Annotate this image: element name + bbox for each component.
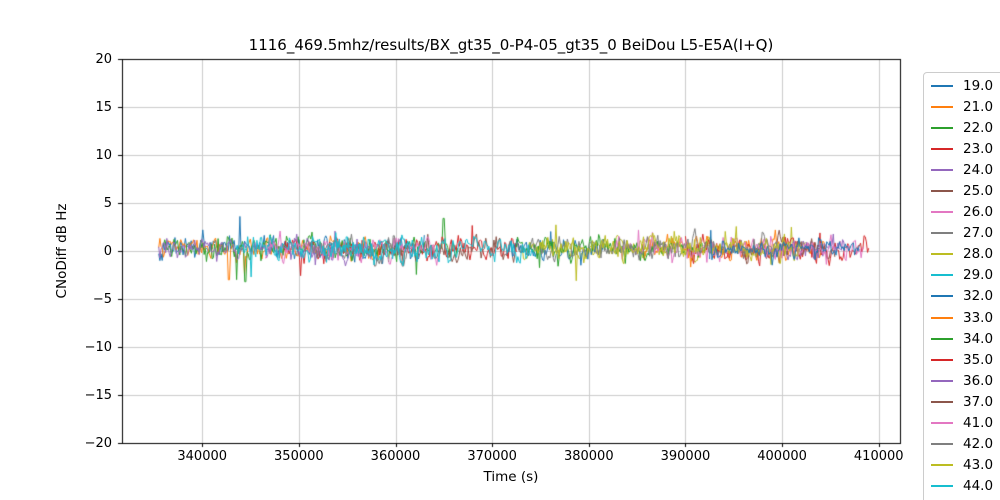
legend-entry: 36.0 xyxy=(924,370,1000,391)
legend-label: 33.0 xyxy=(963,309,994,326)
y-tick-label: −20 xyxy=(84,435,112,451)
legend-entry: 35.0 xyxy=(924,349,1000,370)
legend-entry: 42.0 xyxy=(924,434,1000,455)
x-tick-label: 360000 xyxy=(370,449,421,464)
legend-label: 27.0 xyxy=(963,225,994,242)
legend-line-swatch xyxy=(931,168,953,171)
legend: 19.0 21.0 22.0 23.0 24.0 25.0 26.0 27.0 28.0 29.0… xyxy=(923,72,1000,500)
legend-entry: 41.0 xyxy=(924,413,1000,434)
legend-line-swatch xyxy=(931,316,953,319)
legend-entry: 27.0 xyxy=(924,223,1000,244)
y-tick-label: −15 xyxy=(84,387,112,403)
legend-label: 43.0 xyxy=(963,457,994,474)
x-tick-label: 380000 xyxy=(563,449,614,464)
legend-label: 23.0 xyxy=(963,140,994,157)
y-tick-label: 0 xyxy=(103,243,112,259)
x-tick-label: 400000 xyxy=(757,449,807,464)
legend-entry: 34.0 xyxy=(924,328,1000,349)
legend-entry: 19.0 xyxy=(924,75,1000,96)
legend-line-swatch xyxy=(931,485,953,488)
legend-entry: 26.0 xyxy=(924,202,1000,223)
legend-entry: 37.0 xyxy=(924,391,1000,412)
legend-entry: 24.0 xyxy=(924,159,1000,180)
legend-entry: 43.0 xyxy=(924,455,1000,476)
legend-line-swatch xyxy=(931,422,953,425)
legend-line-swatch xyxy=(931,379,953,382)
legend-entry: 44.0 xyxy=(924,476,1000,497)
legend-label: 28.0 xyxy=(963,246,994,263)
legend-entry: 21.0 xyxy=(924,96,1000,117)
y-tick-label: −10 xyxy=(84,339,112,355)
x-tick-label: 340000 xyxy=(177,449,228,464)
legend-label: 42.0 xyxy=(963,436,994,453)
y-tick-label: 5 xyxy=(103,195,112,211)
legend-label: 32.0 xyxy=(963,288,994,305)
legend-line-swatch xyxy=(931,400,953,403)
legend-label: 21.0 xyxy=(963,98,994,115)
legend-label: 22.0 xyxy=(963,119,994,136)
x-axis-label: Time (s) xyxy=(483,469,539,485)
legend-label: 29.0 xyxy=(963,267,994,284)
legend-line-swatch xyxy=(931,147,953,150)
legend-line-swatch xyxy=(931,253,953,256)
y-tick-label: 10 xyxy=(95,147,112,163)
legend-label: 26.0 xyxy=(963,204,994,221)
legend-label: 34.0 xyxy=(963,330,994,347)
legend-line-swatch xyxy=(931,84,953,87)
legend-line-swatch xyxy=(931,126,953,129)
legend-label: 35.0 xyxy=(963,351,994,368)
legend-label: 44.0 xyxy=(963,478,994,495)
legend-line-swatch xyxy=(931,105,953,108)
x-tick-label: 350000 xyxy=(274,449,324,464)
legend-line-swatch xyxy=(931,274,953,277)
x-tick-label: 370000 xyxy=(467,449,517,464)
x-tick-label: 410000 xyxy=(853,449,904,464)
chart-title: 1116_469.5mhz/results/BX_gt35_0-P4-05_gt… xyxy=(248,36,774,54)
legend-entry: 32.0 xyxy=(924,286,1000,307)
legend-entry: 29.0 xyxy=(924,265,1000,286)
y-tick-label: 15 xyxy=(95,99,112,115)
legend-entry: 23.0 xyxy=(924,138,1000,159)
legend-line-swatch xyxy=(931,295,953,298)
legend-line-swatch xyxy=(931,443,953,446)
legend-label: 36.0 xyxy=(963,372,994,389)
legend-label: 24.0 xyxy=(963,161,994,178)
legend-entry: 33.0 xyxy=(924,307,1000,328)
legend-label: 19.0 xyxy=(963,77,994,94)
legend-line-swatch xyxy=(931,190,953,193)
x-tick-label: 390000 xyxy=(660,449,711,464)
legend-label: 25.0 xyxy=(963,183,994,200)
legend-line-swatch xyxy=(931,337,953,340)
legend-line-swatch xyxy=(931,464,953,467)
y-tick-label: −5 xyxy=(92,291,112,307)
legend-entry: 22.0 xyxy=(924,117,1000,138)
y-tick-label: 20 xyxy=(95,51,112,67)
legend-label: 41.0 xyxy=(963,415,994,432)
legend-entry: 25.0 xyxy=(924,180,1000,201)
legend-line-swatch xyxy=(931,358,953,361)
legend-label: 37.0 xyxy=(963,393,994,410)
legend-line-swatch xyxy=(931,211,953,214)
legend-entry: 28.0 xyxy=(924,244,1000,265)
legend-line-swatch xyxy=(931,232,953,235)
